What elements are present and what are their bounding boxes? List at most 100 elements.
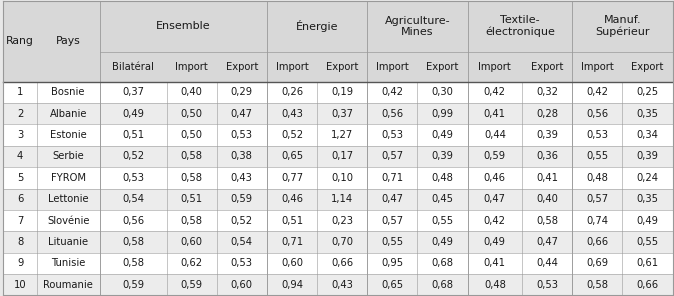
Text: 0,48: 0,48 — [586, 173, 609, 183]
Text: 0,45: 0,45 — [431, 194, 454, 204]
Bar — [3, 146, 673, 167]
Text: 0,43: 0,43 — [231, 173, 253, 183]
Text: Estonie: Estonie — [50, 130, 86, 140]
Text: 0,10: 0,10 — [331, 173, 353, 183]
Text: 0,58: 0,58 — [536, 215, 558, 226]
Text: 0,49: 0,49 — [122, 109, 144, 119]
Text: 8: 8 — [17, 237, 23, 247]
Text: 0,57: 0,57 — [381, 152, 404, 162]
Text: 0,58: 0,58 — [586, 280, 609, 290]
Text: 0,40: 0,40 — [537, 194, 558, 204]
Text: 0,41: 0,41 — [536, 173, 558, 183]
Text: 0,49: 0,49 — [484, 237, 506, 247]
Text: Import: Import — [376, 62, 408, 72]
Text: 0,49: 0,49 — [636, 215, 658, 226]
Text: 0,99: 0,99 — [431, 109, 454, 119]
Text: 0,49: 0,49 — [431, 237, 454, 247]
Text: 0,42: 0,42 — [381, 87, 404, 97]
Text: 0,53: 0,53 — [536, 280, 558, 290]
Text: 0,53: 0,53 — [122, 173, 144, 183]
Text: 0,26: 0,26 — [281, 87, 303, 97]
Text: 0,28: 0,28 — [536, 109, 558, 119]
Bar — [3, 210, 673, 231]
Text: 0,58: 0,58 — [181, 215, 203, 226]
Text: 0,37: 0,37 — [331, 109, 353, 119]
Text: 0,46: 0,46 — [484, 173, 506, 183]
Text: Export: Export — [427, 62, 459, 72]
Text: 0,34: 0,34 — [637, 130, 658, 140]
Text: 0,41: 0,41 — [484, 258, 506, 268]
Text: 0,47: 0,47 — [231, 109, 253, 119]
Text: Lettonie: Lettonie — [48, 194, 88, 204]
Text: Énergie: Énergie — [296, 20, 338, 32]
Text: 0,55: 0,55 — [636, 237, 658, 247]
Text: 0,51: 0,51 — [281, 215, 303, 226]
Text: Tunisie: Tunisie — [51, 258, 86, 268]
Text: 0,47: 0,47 — [484, 194, 506, 204]
Text: Rang: Rang — [6, 36, 34, 46]
Text: Import: Import — [175, 62, 208, 72]
Text: 0,68: 0,68 — [431, 280, 454, 290]
Text: Roumanie: Roumanie — [43, 280, 93, 290]
Text: 0,58: 0,58 — [181, 173, 203, 183]
Text: 0,68: 0,68 — [431, 258, 454, 268]
Bar — [3, 103, 673, 124]
Text: 0,42: 0,42 — [484, 87, 506, 97]
Text: 0,55: 0,55 — [431, 215, 454, 226]
Text: Import: Import — [276, 62, 309, 72]
Text: Agriculture-
Mines: Agriculture- Mines — [385, 16, 450, 37]
Text: 0,61: 0,61 — [636, 258, 658, 268]
Text: 0,48: 0,48 — [484, 280, 506, 290]
Text: 0,74: 0,74 — [586, 215, 609, 226]
Bar — [3, 124, 673, 146]
Text: Pays: Pays — [56, 36, 81, 46]
Text: Serbie: Serbie — [53, 152, 84, 162]
Text: 0,51: 0,51 — [181, 194, 203, 204]
Text: Manuf.
Supérieur: Manuf. Supérieur — [595, 15, 650, 38]
Text: 4: 4 — [17, 152, 23, 162]
Text: 0,57: 0,57 — [586, 194, 609, 204]
Text: 0,56: 0,56 — [122, 215, 144, 226]
Text: 0,37: 0,37 — [122, 87, 144, 97]
Bar — [3, 82, 673, 103]
Text: 0,65: 0,65 — [381, 280, 404, 290]
Text: 0,59: 0,59 — [231, 194, 253, 204]
Bar — [3, 189, 673, 210]
Text: 1,14: 1,14 — [331, 194, 353, 204]
Text: 2: 2 — [17, 109, 24, 119]
Text: 0,36: 0,36 — [536, 152, 558, 162]
Text: 0,24: 0,24 — [636, 173, 658, 183]
Text: 0,59: 0,59 — [181, 280, 203, 290]
Text: 0,69: 0,69 — [586, 258, 609, 268]
Text: 0,60: 0,60 — [281, 258, 303, 268]
Text: 0,17: 0,17 — [331, 152, 353, 162]
Text: 0,59: 0,59 — [122, 280, 144, 290]
Text: Albanie: Albanie — [49, 109, 87, 119]
Text: 9: 9 — [17, 258, 24, 268]
Text: Export: Export — [531, 62, 563, 72]
Text: Textile-
électronique: Textile- électronique — [485, 15, 555, 38]
Text: 10: 10 — [13, 280, 26, 290]
Text: 0,43: 0,43 — [331, 280, 353, 290]
Text: 0,56: 0,56 — [381, 109, 404, 119]
Text: Export: Export — [326, 62, 359, 72]
Text: 0,29: 0,29 — [231, 87, 253, 97]
Text: 0,77: 0,77 — [281, 173, 303, 183]
Text: 0,42: 0,42 — [484, 215, 506, 226]
Text: 0,25: 0,25 — [636, 87, 658, 97]
Bar — [3, 167, 673, 189]
Text: 0,54: 0,54 — [231, 237, 253, 247]
Text: 1,27: 1,27 — [331, 130, 353, 140]
Text: 0,53: 0,53 — [586, 130, 609, 140]
Text: 0,50: 0,50 — [181, 130, 203, 140]
Text: 0,66: 0,66 — [586, 237, 609, 247]
Text: 0,19: 0,19 — [331, 87, 353, 97]
Text: 0,53: 0,53 — [231, 258, 253, 268]
Text: 0,44: 0,44 — [537, 258, 558, 268]
Text: 0,42: 0,42 — [586, 87, 609, 97]
Bar — [3, 274, 673, 295]
Text: 5: 5 — [17, 173, 24, 183]
Text: 0,39: 0,39 — [636, 152, 658, 162]
Text: 1: 1 — [17, 87, 24, 97]
Text: Export: Export — [226, 62, 258, 72]
